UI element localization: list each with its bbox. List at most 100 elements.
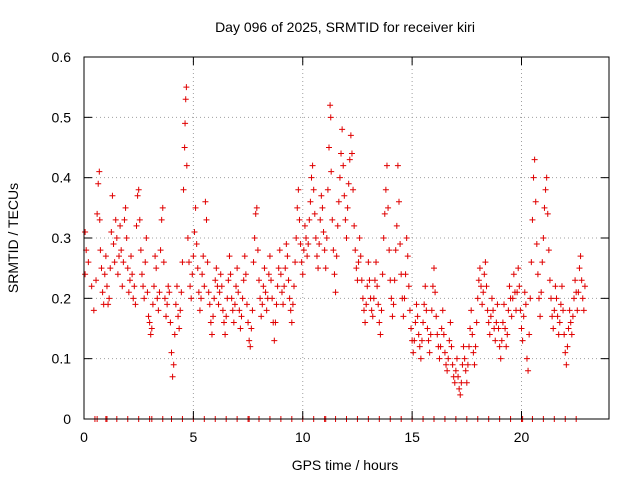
data-point	[163, 313, 170, 320]
data-point	[141, 295, 148, 302]
data-point	[272, 319, 279, 326]
data-point	[305, 241, 312, 248]
data-point	[379, 271, 386, 278]
data-point	[382, 186, 389, 193]
data-point	[138, 271, 145, 278]
data-point	[201, 283, 208, 290]
data-point	[331, 271, 338, 278]
data-point	[531, 156, 538, 163]
data-point	[284, 253, 291, 260]
data-point	[562, 349, 569, 356]
data-point	[369, 313, 376, 320]
data-point	[249, 307, 256, 314]
data-point	[533, 241, 540, 248]
data-point	[262, 289, 269, 296]
data-point	[498, 337, 505, 344]
data-point	[148, 325, 155, 332]
chart-title: Day 096 of 2025, SRMTID for receiver kir…	[215, 19, 475, 35]
data-point	[425, 337, 432, 344]
data-point	[227, 271, 234, 278]
data-point	[352, 247, 359, 254]
data-point	[196, 307, 203, 314]
data-point	[173, 283, 180, 290]
data-point	[464, 361, 471, 368]
data-point	[221, 319, 227, 326]
data-point	[121, 216, 128, 223]
data-point	[418, 337, 425, 344]
data-point	[112, 216, 119, 223]
data-point	[191, 228, 198, 235]
data-point	[188, 295, 195, 302]
data-point	[125, 289, 132, 296]
data-point	[478, 283, 485, 290]
axis-ticks	[83, 56, 609, 420]
data-point	[265, 271, 272, 278]
x-tick-label: 0	[80, 429, 88, 445]
data-point	[577, 253, 584, 260]
y-tick-label: 0.3	[52, 230, 72, 246]
data-point	[203, 216, 210, 223]
data-point	[483, 283, 490, 290]
data-point	[494, 301, 501, 308]
data-point	[180, 186, 187, 193]
data-point	[146, 319, 153, 326]
data-point	[377, 331, 384, 338]
y-tick-label: 0.5	[52, 109, 72, 125]
data-point	[542, 186, 549, 193]
data-point	[169, 373, 176, 380]
data-point	[281, 283, 288, 290]
data-point	[152, 253, 159, 260]
data-point	[506, 283, 513, 290]
data-point	[576, 265, 583, 272]
data-point	[222, 331, 229, 338]
data-point	[128, 253, 135, 260]
data-point	[226, 253, 233, 260]
data-point	[501, 301, 507, 308]
data-point	[459, 361, 466, 368]
data-point	[208, 331, 215, 338]
data-point	[231, 301, 238, 308]
data-point	[338, 150, 345, 157]
data-point	[237, 325, 244, 332]
axis-tick-labels: 0 0.1 0.2 0.3 0.4 0.5 0.6 0 5 10 15 20	[52, 49, 530, 445]
data-point	[572, 277, 579, 284]
data-point	[333, 253, 340, 260]
data-point	[391, 277, 398, 284]
data-point	[295, 186, 302, 193]
data-point	[503, 343, 510, 350]
data-point	[484, 307, 491, 314]
data-point	[323, 235, 330, 241]
data-point	[485, 319, 492, 326]
data-point	[186, 259, 192, 266]
data-point	[509, 295, 516, 302]
data-point	[206, 301, 213, 308]
data-point	[510, 271, 517, 278]
data-point	[182, 120, 189, 127]
data-point	[543, 174, 550, 181]
data-point	[175, 313, 182, 320]
data-point	[82, 228, 89, 235]
data-point	[158, 216, 165, 223]
data-point	[452, 367, 459, 374]
data-point	[443, 361, 450, 368]
data-point	[303, 235, 310, 241]
data-point	[268, 277, 275, 284]
data-point	[455, 373, 462, 380]
data-point	[463, 379, 470, 386]
data-point	[114, 271, 121, 278]
data-point	[444, 367, 451, 374]
data-point	[405, 283, 412, 290]
data-point	[234, 265, 241, 272]
data-point	[551, 307, 558, 314]
data-point	[154, 295, 161, 302]
data-point	[541, 204, 548, 211]
data-point	[567, 319, 574, 326]
data-point	[161, 295, 168, 302]
data-point	[324, 186, 331, 193]
data-point	[528, 259, 535, 266]
data-point	[380, 235, 387, 241]
data-point	[508, 313, 515, 320]
data-point	[291, 283, 297, 290]
data-point	[233, 283, 240, 290]
data-point	[119, 283, 126, 290]
